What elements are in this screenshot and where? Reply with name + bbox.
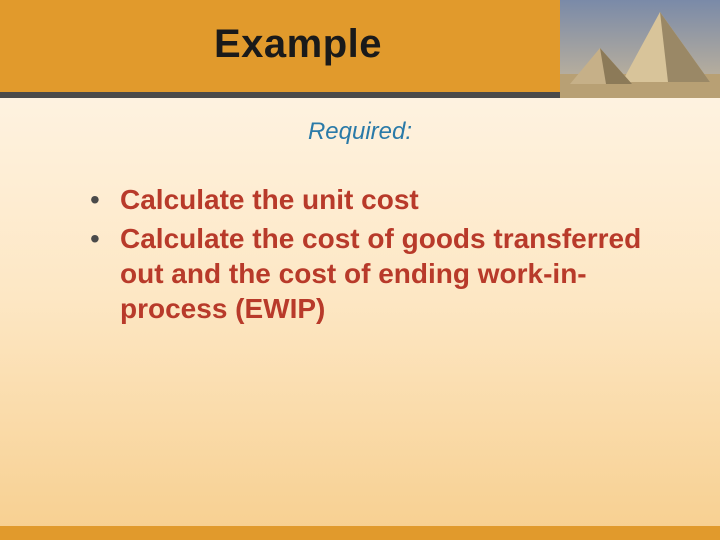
bullet-list: Calculate the unit cost Calculate the co… bbox=[90, 182, 650, 330]
slide-title: Example bbox=[214, 22, 382, 67]
pyramid-image bbox=[560, 0, 720, 98]
list-item: Calculate the cost of goods transferred … bbox=[90, 221, 650, 326]
required-label: Required: bbox=[0, 118, 720, 146]
list-item: Calculate the unit cost bbox=[90, 182, 650, 217]
slide: Example Required: Calculate the unit cos… bbox=[0, 0, 720, 540]
footer-bar bbox=[0, 526, 720, 540]
